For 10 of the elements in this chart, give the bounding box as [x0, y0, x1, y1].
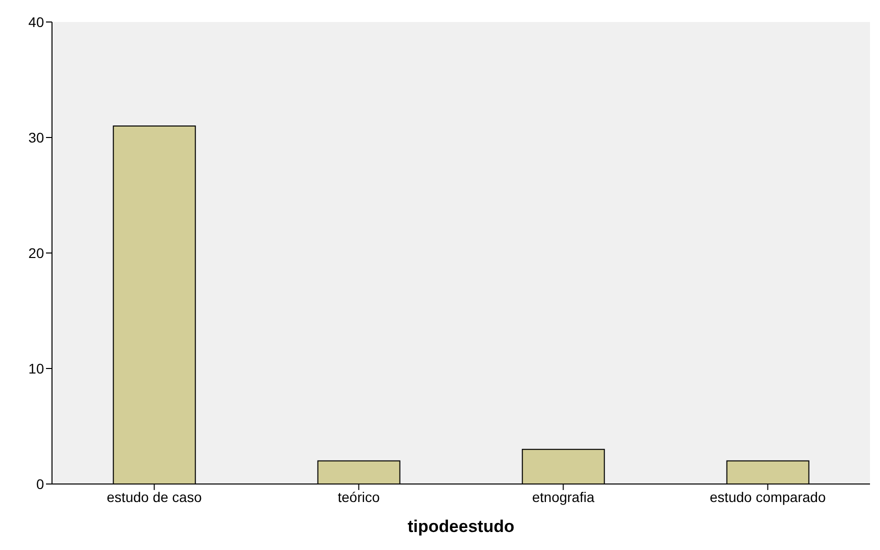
y-tick-label: 30 — [28, 129, 44, 146]
x-tick-label: estudo comparado — [710, 488, 826, 505]
x-tick-label: teórico — [338, 488, 380, 505]
x-tick-label: estudo de caso — [106, 488, 202, 505]
y-tick-label: 40 — [28, 14, 44, 30]
y-tick-label: 20 — [28, 244, 44, 261]
y-tick-label: 0 — [36, 476, 44, 492]
x-tick-label: etnografia — [532, 488, 595, 505]
x-axis-title: tipodeestudo — [408, 517, 514, 536]
y-tick-label: 10 — [28, 360, 44, 376]
